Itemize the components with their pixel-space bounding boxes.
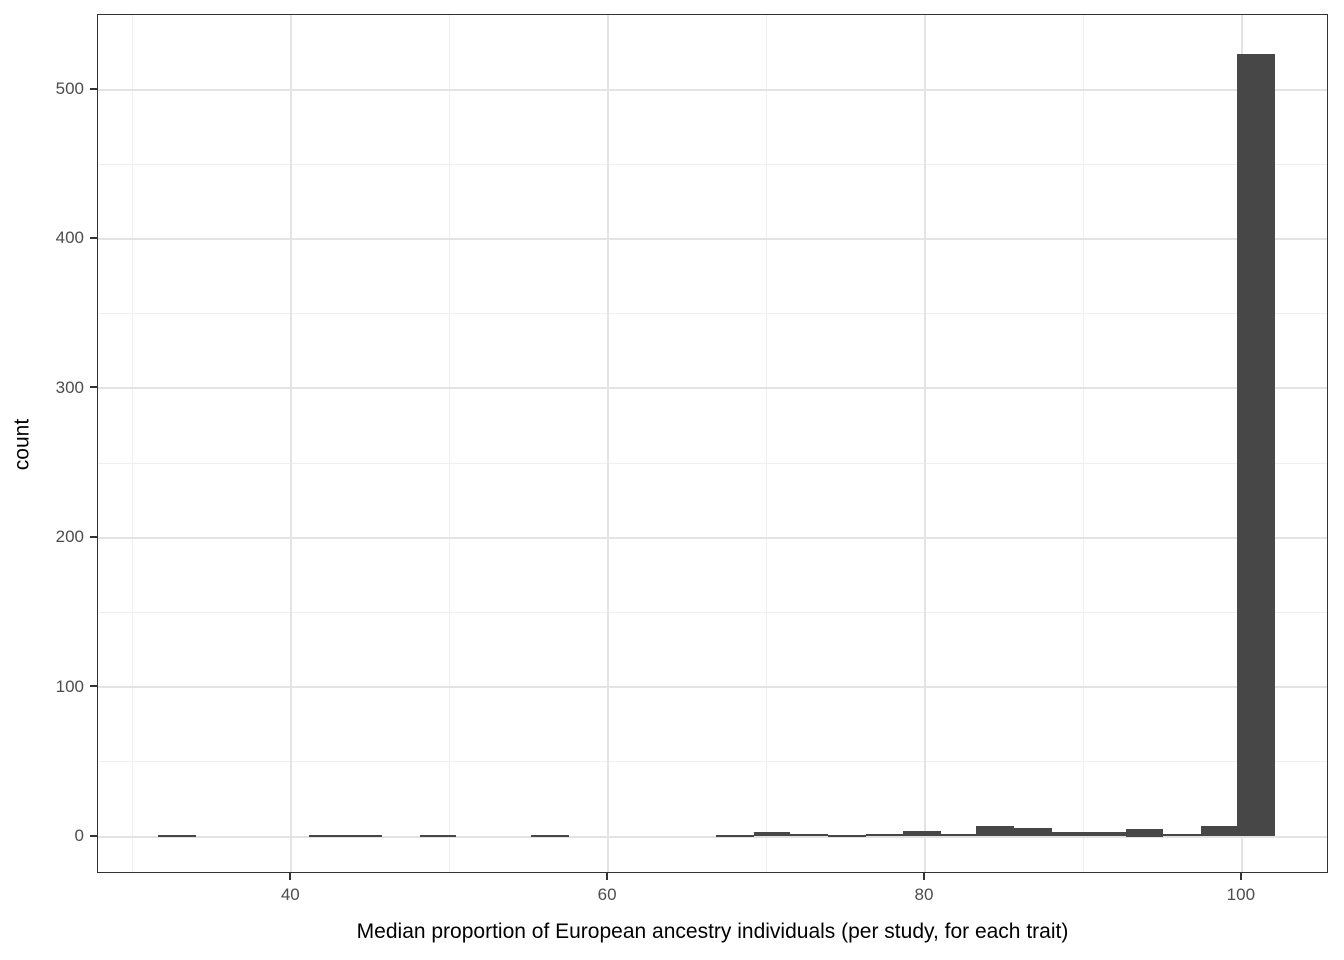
y-tick-mark	[90, 535, 97, 538]
histogram-bar	[828, 834, 867, 837]
x-major-gridline	[607, 15, 610, 872]
y-tick-mark	[90, 386, 97, 389]
x-axis-title: Median proportion of European ancestry i…	[356, 920, 1069, 943]
x-major-gridline	[924, 15, 926, 872]
x-tick-label: 40	[280, 885, 300, 904]
histogram-bar	[345, 834, 382, 837]
y-minor-gridline	[98, 163, 1327, 165]
x-tick-mark	[923, 873, 925, 880]
y-tick-mark	[90, 834, 97, 837]
y-tick-label: 300	[55, 377, 84, 397]
x-major-gridline	[290, 15, 293, 872]
histogram-bar	[530, 834, 569, 837]
y-major-gridline	[98, 387, 1327, 390]
x-minor-gridline	[449, 15, 451, 872]
x-tick-label: 80	[914, 885, 934, 904]
histogram-bar	[1237, 53, 1276, 837]
x-tick-mark	[289, 873, 292, 880]
x-tick-label: 60	[597, 885, 617, 904]
y-tick-label: 100	[55, 676, 84, 696]
histogram-bar	[940, 833, 976, 837]
histogram-bar	[1162, 833, 1201, 837]
histogram-bar	[1200, 826, 1238, 837]
y-minor-gridline	[98, 462, 1327, 464]
histogram-bar	[1126, 829, 1163, 837]
y-axis-title: count	[10, 418, 34, 470]
y-major-gridline	[98, 88, 1327, 91]
histogram-bar	[1051, 832, 1089, 837]
x-minor-gridline	[766, 15, 768, 872]
x-tick-label: 100	[1226, 885, 1256, 904]
y-major-gridline	[98, 686, 1327, 689]
histogram-bar	[902, 830, 941, 837]
histogram-bar	[753, 832, 791, 837]
histogram-bar	[715, 834, 754, 837]
plot-panel	[97, 14, 1328, 873]
x-tick-mark	[606, 873, 609, 880]
histogram-bar	[866, 833, 903, 837]
y-tick-label: 200	[55, 527, 84, 547]
y-minor-gridline	[98, 313, 1327, 315]
histogram-bar	[790, 833, 829, 837]
y-tick-label: 400	[55, 228, 84, 248]
histogram-bar	[419, 834, 457, 837]
y-tick-mark	[90, 685, 97, 688]
x-minor-gridline	[1082, 15, 1084, 872]
y-tick-label: 500	[55, 79, 84, 99]
histogram-bar	[1088, 832, 1127, 837]
x-tick-mark	[1239, 873, 1242, 880]
y-major-gridline	[98, 835, 1327, 838]
x-minor-gridline	[132, 15, 134, 872]
y-tick-mark	[90, 87, 97, 90]
y-major-gridline	[98, 536, 1327, 539]
histogram-bar	[975, 826, 1014, 837]
histogram-bar	[308, 834, 346, 837]
y-tick-label: 0	[74, 826, 84, 845]
y-tick-mark	[90, 236, 97, 239]
histogram-bar	[158, 834, 197, 837]
y-minor-gridline	[98, 611, 1327, 613]
y-major-gridline	[98, 237, 1327, 240]
y-minor-gridline	[98, 761, 1327, 763]
histogram-bar	[1013, 827, 1052, 837]
